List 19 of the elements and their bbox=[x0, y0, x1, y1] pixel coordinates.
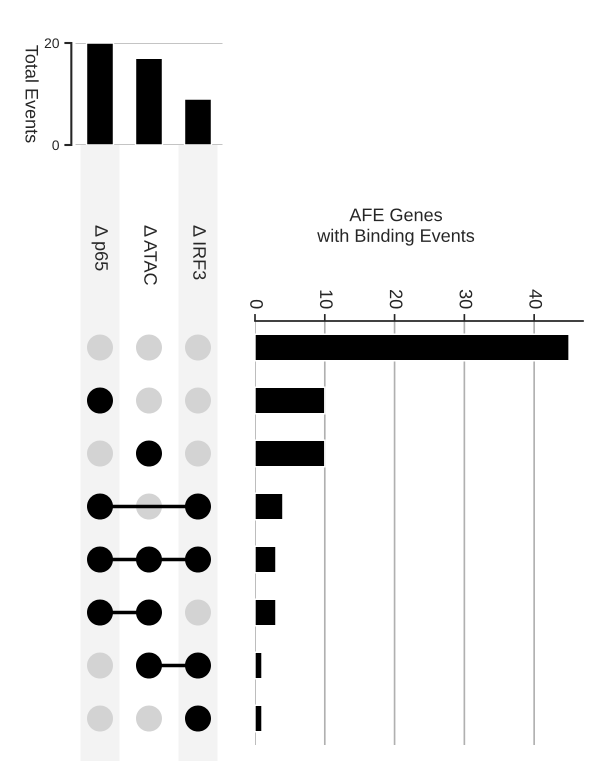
x-tick-label: 20 bbox=[390, 290, 403, 308]
bar bbox=[255, 704, 263, 732]
x-tick-label: 0 bbox=[250, 300, 263, 308]
chart-title: AFE Genes with Binding Events bbox=[317, 208, 474, 246]
bar bbox=[255, 546, 277, 574]
bar bbox=[255, 334, 570, 362]
bar bbox=[255, 440, 326, 468]
x-tick-label: 30 bbox=[460, 290, 472, 308]
bar bbox=[255, 598, 277, 626]
x-tick-label: Δ IRF3 bbox=[193, 226, 206, 280]
x-tick-label: 40 bbox=[529, 290, 542, 308]
bar bbox=[255, 386, 326, 414]
bar bbox=[134, 58, 164, 145]
x-tick-label: 10 bbox=[320, 290, 333, 308]
bar bbox=[255, 492, 284, 520]
x-tick-label: Δ p65 bbox=[92, 226, 108, 270]
bar bbox=[255, 652, 263, 680]
y-axis-title: Total Events bbox=[25, 45, 39, 143]
x-tick-label: Δ ATAC bbox=[144, 226, 157, 285]
